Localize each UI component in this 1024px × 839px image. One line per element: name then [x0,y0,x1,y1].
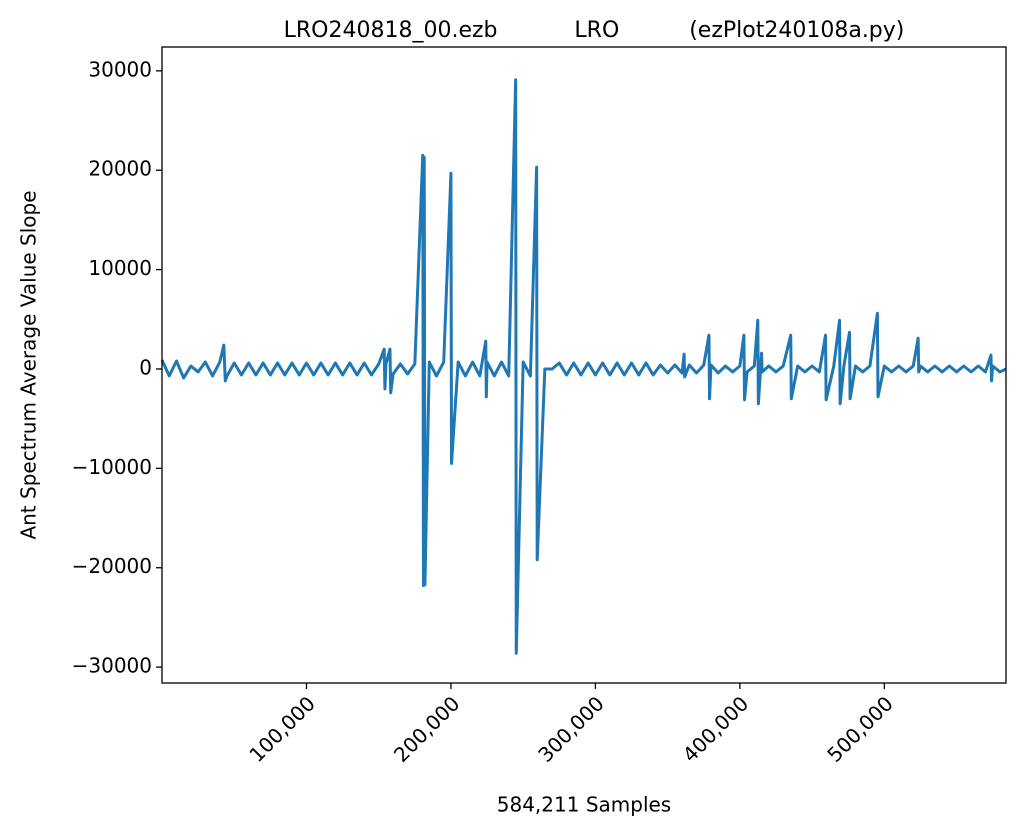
plot-frame [161,46,1007,684]
y-tick-label: −10000 [72,455,152,479]
data-line [160,78,1007,655]
y-tick-label: 10000 [88,256,152,280]
x-tick-label: 400,000 [678,691,753,766]
y-tick-label: 20000 [88,157,152,181]
x-tick-label: 500,000 [822,691,897,766]
y-tick-label: −20000 [72,554,152,578]
x-axis-label: 584,211 Samples [497,793,671,817]
x-tick-label: 100,000 [244,691,319,766]
y-tick-label: 0 [139,355,152,379]
x-tick-label: 200,000 [389,691,464,766]
y-tick-label: 30000 [88,57,152,81]
x-tick-label: 300,000 [533,691,608,766]
y-axis-label: Ant Spectrum Average Value Slope [17,190,41,539]
y-tick-label: −30000 [72,654,152,678]
chart-title: LRO240818_00.ezb LRO (ezPlot240108a.py) [284,18,905,43]
